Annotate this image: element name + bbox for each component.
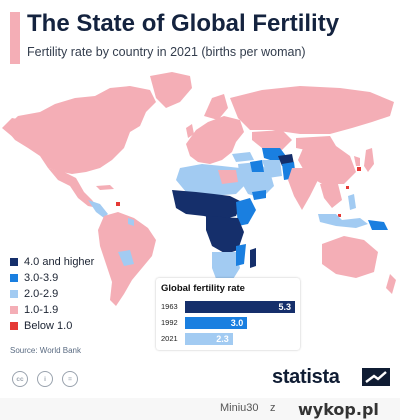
statista-logo[interactable]: statista <box>272 366 340 388</box>
attribution-icon[interactable]: i <box>37 371 53 387</box>
rate-bar: 3.0 <box>185 317 248 329</box>
rate-year: 1992 <box>161 318 178 327</box>
region-madagascar <box>250 248 256 268</box>
region-canada-usa <box>5 86 156 174</box>
world-map <box>2 72 396 306</box>
region-central-america <box>88 200 108 218</box>
source-note: Source: World Bank <box>10 346 81 355</box>
region-papua <box>368 220 388 230</box>
region-southeast-asia <box>320 184 342 208</box>
region-australia <box>322 236 378 278</box>
legend-swatch <box>10 290 18 298</box>
region-iraq <box>250 160 264 172</box>
region-korea <box>354 156 360 166</box>
region-cuba <box>96 185 114 190</box>
rate-bar: 5.3 <box>185 301 295 313</box>
legend-item: 3.0-3.9 <box>10 270 94 286</box>
region-china <box>298 146 356 184</box>
region-mozambique <box>236 244 246 266</box>
region-turkey <box>232 152 254 162</box>
legend-label: 1.0-1.9 <box>24 304 59 316</box>
legend-swatch <box>10 274 18 282</box>
region-bolivia-paraguay <box>118 250 134 266</box>
region-scandinavia <box>204 94 228 120</box>
global-fertility-rate-panel: Global fertility rate 1963 5.3 1992 3.0 … <box>156 278 300 350</box>
region-greenland <box>150 72 192 108</box>
region-iran <box>262 160 282 178</box>
region-europe <box>186 116 244 164</box>
rate-value: 5.3 <box>278 302 291 312</box>
legend-label: 4.0 and higher <box>24 256 95 268</box>
legend-item: 4.0 and higher <box>10 254 94 270</box>
region-new-zealand <box>386 274 396 294</box>
region-southern-africa <box>212 252 240 284</box>
region-sahel-west <box>172 190 242 220</box>
watermark-z: z <box>270 402 276 414</box>
rate-value: 2.3 <box>216 334 229 344</box>
region-indonesia <box>318 214 368 228</box>
watermark-user: Miniu30 <box>220 402 259 414</box>
region-russia <box>230 86 394 134</box>
watermark-bar <box>0 398 400 420</box>
legend-label: 3.0-3.9 <box>24 272 59 284</box>
region-mexico <box>48 168 98 208</box>
legend-label: 2.0-2.9 <box>24 288 59 300</box>
rate-row: 2021 2.3 <box>161 333 295 345</box>
region-south-korea <box>357 167 361 171</box>
legend-item: 1.0-1.9 <box>10 302 94 318</box>
wykop-logo[interactable]: wykop.pl <box>298 400 379 419</box>
region-india <box>288 168 318 210</box>
legend-swatch <box>10 322 18 330</box>
region-libya-egypt <box>218 170 238 184</box>
legend-item: Below 1.0 <box>10 318 94 334</box>
region-french-guiana <box>128 218 134 226</box>
region-philippines <box>348 194 356 210</box>
region-middle-east <box>238 162 274 198</box>
region-kazakhstan <box>252 130 292 150</box>
region-puerto-rico <box>116 202 120 206</box>
rate-year: 2021 <box>161 334 178 343</box>
no-derivatives-icon[interactable]: = <box>62 371 78 387</box>
region-hong-kong <box>346 186 349 189</box>
region-singapore <box>338 214 341 217</box>
legend-swatch <box>10 306 18 314</box>
rate-year: 1963 <box>161 302 178 311</box>
region-alaska <box>2 118 24 138</box>
region-east-africa <box>236 198 256 226</box>
page-subtitle: Fertility rate by country in 2021 (birth… <box>27 45 306 59</box>
rate-row: 1992 3.0 <box>161 317 295 329</box>
rate-row: 1963 5.3 <box>161 301 295 313</box>
global-fertility-rate-title: Global fertility rate <box>161 283 245 294</box>
region-yemen <box>252 190 266 200</box>
legend-swatch <box>10 258 18 266</box>
rate-value: 3.0 <box>230 318 244 328</box>
legend-item: 2.0-2.9 <box>10 286 94 302</box>
creative-commons-icon[interactable]: cc <box>12 371 28 387</box>
region-japan <box>364 148 374 172</box>
region-uk <box>186 124 194 138</box>
legend-label: Below 1.0 <box>24 320 73 332</box>
region-central-africa <box>206 216 244 254</box>
statista-logo-icon <box>362 368 390 386</box>
rate-bar: 2.3 <box>185 333 233 345</box>
title-accent-bar <box>10 12 20 64</box>
legend: 4.0 and higher 3.0-3.9 2.0-2.9 1.0-1.9 B… <box>10 254 94 334</box>
page-title: The State of Global Fertility <box>27 10 340 37</box>
